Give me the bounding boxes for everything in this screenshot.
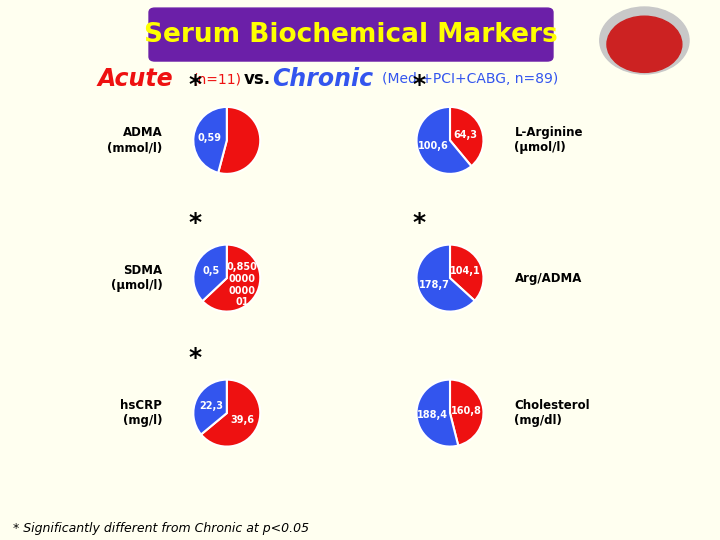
Text: 64,3: 64,3 xyxy=(454,130,478,140)
Text: 100,6: 100,6 xyxy=(418,141,449,151)
Text: Acute: Acute xyxy=(97,68,173,91)
Text: 160,8: 160,8 xyxy=(451,406,482,416)
Text: ADMA
(mmol/l): ADMA (mmol/l) xyxy=(107,126,162,154)
Text: 22,3: 22,3 xyxy=(199,401,223,411)
Text: 188,4: 188,4 xyxy=(417,410,449,420)
Text: *: * xyxy=(189,73,202,97)
Text: *: * xyxy=(189,211,202,234)
Wedge shape xyxy=(417,380,458,447)
Wedge shape xyxy=(450,245,483,301)
Text: *: * xyxy=(189,346,202,369)
Text: Serum Biochemical Markers: Serum Biochemical Markers xyxy=(145,22,558,48)
Circle shape xyxy=(600,7,689,74)
Wedge shape xyxy=(450,380,483,446)
Wedge shape xyxy=(194,245,227,301)
Text: vs.: vs. xyxy=(243,70,271,89)
Text: L-Arginine
(μmol/l): L-Arginine (μmol/l) xyxy=(515,126,583,154)
Text: 178,7: 178,7 xyxy=(418,280,449,290)
Text: 39,6: 39,6 xyxy=(230,415,254,425)
Text: 0,59: 0,59 xyxy=(197,133,222,143)
Wedge shape xyxy=(202,245,260,312)
Text: (Med.+PCI+CABG, n=89): (Med.+PCI+CABG, n=89) xyxy=(382,72,558,86)
Text: Chronic: Chronic xyxy=(272,68,373,91)
Text: *: * xyxy=(412,73,426,97)
Text: * Significantly different from Chronic at p<0.05: * Significantly different from Chronic a… xyxy=(13,522,309,535)
FancyBboxPatch shape xyxy=(149,8,553,61)
Wedge shape xyxy=(417,245,474,312)
Wedge shape xyxy=(201,380,260,447)
Text: Cholesterol
(mg/dl): Cholesterol (mg/dl) xyxy=(515,399,590,427)
Text: 0,850
0000
0000
01: 0,850 0000 0000 01 xyxy=(227,262,258,307)
Wedge shape xyxy=(194,380,227,435)
Text: *: * xyxy=(412,211,426,234)
Text: Arg/ADMA: Arg/ADMA xyxy=(515,272,582,285)
Text: 0,5: 0,5 xyxy=(202,266,220,276)
Text: SDMA
(μmol/l): SDMA (μmol/l) xyxy=(111,264,162,292)
Wedge shape xyxy=(417,107,472,174)
Circle shape xyxy=(607,16,682,72)
Wedge shape xyxy=(194,107,227,173)
Wedge shape xyxy=(450,107,483,166)
Text: 104,1: 104,1 xyxy=(450,266,481,276)
Wedge shape xyxy=(218,107,260,174)
Text: hsCRP
(mg/l): hsCRP (mg/l) xyxy=(120,399,162,427)
Text: (n=11): (n=11) xyxy=(193,72,242,86)
